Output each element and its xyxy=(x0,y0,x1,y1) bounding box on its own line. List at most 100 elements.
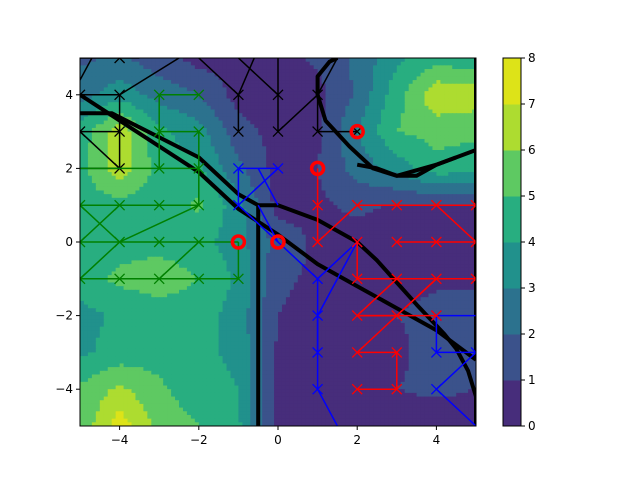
contour-cell xyxy=(361,124,366,129)
contour-cell xyxy=(210,230,216,236)
contour-cell xyxy=(135,87,140,92)
contour-cell xyxy=(357,172,362,177)
contour-cell xyxy=(285,113,291,118)
contour-cell xyxy=(95,208,101,214)
contour-cell xyxy=(254,91,259,96)
contour-cell xyxy=(238,219,243,225)
contour-cell xyxy=(198,186,204,192)
contour-cell xyxy=(460,113,465,118)
contour-cell xyxy=(365,83,370,89)
contour-cell xyxy=(135,205,140,210)
contour-cell xyxy=(412,161,418,166)
contour-cell xyxy=(151,91,156,96)
contour-cell xyxy=(246,172,251,177)
contour-cell xyxy=(238,190,243,195)
contour-cell xyxy=(214,201,220,206)
contour-cell xyxy=(206,212,212,217)
contour-cell xyxy=(206,216,212,221)
contour-cell xyxy=(408,194,414,199)
contour-cell xyxy=(111,212,117,217)
contour-cell xyxy=(436,120,441,125)
contour-cell xyxy=(139,179,144,184)
contour-cell xyxy=(83,175,89,181)
contour-cell xyxy=(345,69,350,74)
contour-cell xyxy=(468,197,473,203)
contour-cell xyxy=(285,76,291,81)
contour-cell xyxy=(468,120,473,125)
contour-cell xyxy=(99,135,105,140)
contour-cell xyxy=(230,102,236,107)
contour-cell xyxy=(432,58,437,63)
contour-cell xyxy=(226,161,232,166)
contour-cell xyxy=(293,146,299,151)
contour-cell xyxy=(369,205,374,210)
contour-cell xyxy=(182,164,188,169)
contour-cell xyxy=(171,109,176,114)
contour-cell xyxy=(258,194,263,199)
contour-cell xyxy=(400,105,406,111)
contour-cell xyxy=(464,80,469,85)
contour-cell xyxy=(281,179,287,184)
contour-cell xyxy=(289,216,295,221)
contour-cell xyxy=(246,138,251,144)
contour-cell xyxy=(238,146,243,151)
contour-cell xyxy=(254,127,259,133)
contour-cell xyxy=(456,194,461,199)
contour-cell xyxy=(206,61,212,66)
contour-cell xyxy=(230,135,236,140)
contour-cell xyxy=(444,124,449,129)
contour-cell xyxy=(175,230,180,236)
contour-cell xyxy=(198,230,204,236)
contour-cell xyxy=(246,80,251,85)
contour-cell xyxy=(242,131,247,136)
contour-cell xyxy=(416,58,422,63)
contour-cell xyxy=(131,65,137,70)
contour-cell xyxy=(365,205,370,210)
contour-cell xyxy=(262,98,267,103)
contour-cell xyxy=(400,142,406,147)
contour-cell xyxy=(289,80,295,85)
contour-cell xyxy=(87,201,93,206)
contour-cell xyxy=(408,153,414,158)
contour-cell xyxy=(278,172,283,177)
contour-cell xyxy=(230,164,236,169)
contour-cell xyxy=(369,116,374,122)
contour-cell xyxy=(95,120,101,125)
contour-cell xyxy=(321,146,327,151)
contour-cell xyxy=(313,135,319,140)
contour-cell xyxy=(404,201,410,206)
contour-cell xyxy=(274,61,279,66)
contour-cell xyxy=(341,208,346,214)
contour-cell xyxy=(388,150,394,155)
contour-cell xyxy=(95,72,101,77)
contour-cell xyxy=(111,227,117,232)
contour-cell xyxy=(91,179,97,184)
contour-cell xyxy=(135,234,140,239)
contour-cell xyxy=(262,61,267,66)
contour-cell xyxy=(159,172,164,177)
contour-cell xyxy=(80,120,85,125)
contour-cell xyxy=(416,138,422,144)
contour-cell xyxy=(337,179,342,184)
contour-cell xyxy=(341,116,346,122)
contour-cell xyxy=(111,109,117,114)
contour-cell xyxy=(388,161,394,166)
contour-cell xyxy=(317,223,323,228)
contour-cell xyxy=(222,109,228,114)
contour-cell xyxy=(297,157,303,162)
contour-cell xyxy=(186,142,192,147)
contour-cell xyxy=(111,80,117,85)
contour-cell xyxy=(103,161,109,166)
contour-cell xyxy=(214,157,220,162)
contour-cell xyxy=(127,230,133,236)
contour-cell xyxy=(167,124,172,129)
contour-cell xyxy=(428,183,434,188)
contour-cell xyxy=(468,157,473,162)
contour-cell xyxy=(214,223,220,228)
contour-cell xyxy=(464,201,469,206)
contour-cell xyxy=(254,87,259,92)
contour-cell xyxy=(313,113,319,118)
contour-cell xyxy=(143,83,148,89)
contour-cell xyxy=(222,208,228,214)
contour-cell xyxy=(155,208,160,214)
